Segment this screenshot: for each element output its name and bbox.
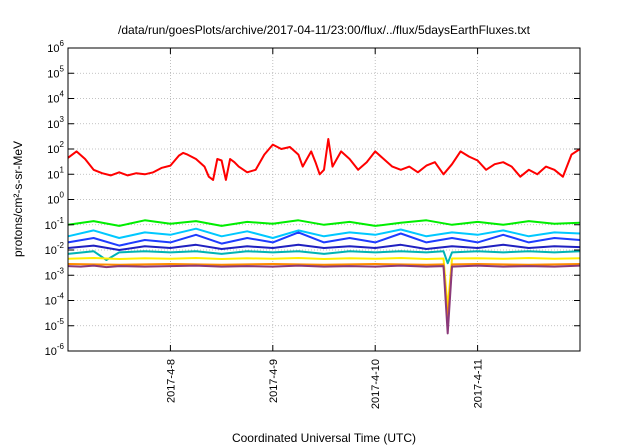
series-line (67, 231, 581, 247)
y-tick-label: 106 (47, 39, 64, 55)
series-line (67, 138, 581, 181)
series-line (67, 243, 581, 251)
series-line (67, 257, 581, 310)
y-tick-label-base: 10 (47, 43, 59, 55)
y-tick-label: 10-4 (45, 292, 65, 308)
y-tick-label-base: 10 (47, 68, 59, 80)
y-tick-label-base: 10 (45, 296, 57, 308)
y-tick-label: 10-5 (45, 317, 65, 333)
y-tick-label-exponent: -3 (57, 266, 65, 275)
y-tick-label: 10-6 (45, 342, 65, 358)
x-tick-label: 2017-4-9 (268, 359, 280, 403)
y-tick-label-exponent: -2 (57, 241, 65, 250)
y-tick-label-base: 10 (45, 321, 57, 333)
y-tick-label: 100 (47, 191, 64, 207)
y-tick-label-base: 10 (45, 270, 57, 282)
x-tick-label: 2017-4-10 (370, 359, 382, 409)
y-tick-label-exponent: -5 (57, 317, 65, 326)
y-tick-label-exponent: 5 (60, 64, 65, 73)
y-tick-label-base: 10 (47, 144, 59, 156)
series-group (67, 138, 581, 335)
y-tick-label-exponent: -4 (57, 292, 65, 301)
x-tick-label: 2017-4-11 (473, 359, 485, 408)
ticks: 10-610-510-410-310-210-11001011021031041… (45, 39, 580, 409)
x-axis-label: Coordinated Universal Time (UTC) (232, 431, 416, 445)
y-tick-label-base: 10 (47, 195, 59, 207)
y-tick-label: 105 (47, 64, 64, 80)
y-tick-label-exponent: -1 (57, 216, 65, 225)
y-tick-label-exponent: 6 (60, 39, 65, 48)
y-axis-label: protons/cm²-s-sr-MeV (11, 141, 25, 257)
series-line (67, 264, 581, 335)
y-tick-label-exponent: 0 (60, 191, 65, 200)
y-tick-label-exponent: 2 (60, 140, 65, 149)
y-tick-label-exponent: 4 (60, 90, 65, 99)
y-tick-label-base: 10 (45, 220, 57, 232)
series-line (67, 227, 581, 239)
y-tick-label-base: 10 (47, 119, 59, 131)
y-tick-label-base: 10 (47, 169, 59, 181)
y-tick-label: 102 (47, 140, 64, 156)
y-tick-label: 103 (47, 115, 64, 131)
series-line (67, 263, 581, 323)
y-tick-label-base: 10 (45, 245, 57, 257)
y-tick-label-base: 10 (45, 346, 57, 358)
series-line (67, 250, 581, 265)
y-tick-label: 101 (47, 165, 64, 181)
y-tick-label: 10-3 (45, 266, 65, 282)
y-tick-label: 10-2 (45, 241, 65, 257)
y-tick-label-exponent: 1 (60, 165, 65, 174)
y-tick-label-base: 10 (47, 94, 59, 106)
series-line (67, 219, 581, 227)
y-tick-label-exponent: -6 (57, 342, 65, 351)
chart-title: /data/run/goesPlots/archive/2017-04-11/2… (118, 23, 531, 37)
y-tick-label: 104 (47, 90, 64, 106)
y-tick-label: 10-1 (45, 216, 65, 232)
x-tick-label: 2017-4-8 (165, 359, 177, 403)
y-tick-label-exponent: 3 (60, 115, 65, 124)
